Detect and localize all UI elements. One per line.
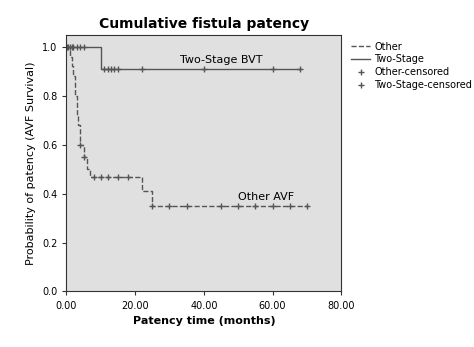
Other <box>304 204 310 208</box>
Other-censored <box>184 204 190 208</box>
Other <box>84 167 90 171</box>
Other <box>67 54 73 59</box>
X-axis label: Patency time (months): Patency time (months) <box>133 316 275 326</box>
Two-Stage-censored <box>81 45 86 49</box>
Line: Two-Stage-censored: Two-Stage-censored <box>64 44 303 72</box>
Two-Stage <box>64 45 70 49</box>
Two-Stage-censored <box>139 67 145 71</box>
Two-Stage <box>81 45 86 49</box>
Two-Stage <box>77 45 83 49</box>
Two-Stage-censored <box>112 67 118 71</box>
Other <box>91 175 97 179</box>
Two-Stage-censored <box>77 45 83 49</box>
Two-Stage-censored <box>115 67 121 71</box>
Two-Stage <box>70 45 76 49</box>
Line: Other-censored: Other-censored <box>77 142 310 209</box>
Other <box>64 45 69 49</box>
Legend: Other, Two-Stage, Other-censored, Two-Stage-censored: Other, Two-Stage, Other-censored, Two-St… <box>349 40 474 92</box>
Two-Stage-censored <box>105 67 110 71</box>
Two-Stage-censored <box>74 45 80 49</box>
Two-Stage-censored <box>108 67 114 71</box>
Two-Stage-censored <box>297 67 303 71</box>
Line: Other: Other <box>66 47 307 206</box>
Two-Stage-censored <box>270 67 275 71</box>
Other <box>146 189 152 193</box>
Other <box>77 143 83 147</box>
Other-censored <box>105 175 110 179</box>
Y-axis label: Probability of patency (AVF Survival): Probability of patency (AVF Survival) <box>27 61 36 265</box>
Other-censored <box>115 175 121 179</box>
Other <box>70 74 76 78</box>
Other <box>65 45 71 49</box>
Other-censored <box>253 204 258 208</box>
Other <box>88 175 93 179</box>
Title: Cumulative fistula patency: Cumulative fistula patency <box>99 17 309 31</box>
Other-censored <box>125 175 131 179</box>
Other <box>75 123 81 127</box>
Two-Stage <box>65 45 71 49</box>
Other <box>139 189 145 193</box>
Other-censored <box>270 204 275 208</box>
Two-Stage <box>69 45 74 49</box>
Other-censored <box>149 204 155 208</box>
Two-Stage-censored <box>70 45 76 49</box>
Two-Stage-censored <box>69 45 74 49</box>
Other-censored <box>77 143 83 147</box>
Two-Stage <box>74 45 80 49</box>
Two-Stage <box>67 45 73 49</box>
Two-Stage <box>297 67 303 71</box>
Two-Stage-censored <box>201 67 207 71</box>
Other <box>72 94 78 98</box>
Other-censored <box>81 155 86 159</box>
Two-Stage <box>64 45 70 49</box>
Two-Stage-censored <box>67 45 73 49</box>
Other <box>132 175 138 179</box>
Line: Two-Stage: Two-Stage <box>66 47 300 69</box>
Two-Stage-censored <box>64 45 70 49</box>
Other <box>81 155 86 159</box>
Other-censored <box>98 175 103 179</box>
Other-censored <box>218 204 224 208</box>
Two-Stage-censored <box>65 45 71 49</box>
Other-censored <box>287 204 292 208</box>
Other-censored <box>166 204 172 208</box>
Two-Stage <box>101 67 107 71</box>
Other <box>69 65 74 69</box>
Other <box>149 204 155 208</box>
Two-Stage <box>98 67 103 71</box>
Other <box>74 113 80 118</box>
Two-Stage <box>64 45 69 49</box>
Other-censored <box>304 204 310 208</box>
Other-censored <box>235 204 241 208</box>
Text: Other AVF: Other AVF <box>238 192 294 202</box>
Text: Two-Stage BVT: Two-Stage BVT <box>180 55 262 65</box>
Other-censored <box>91 175 97 179</box>
Two-Stage-censored <box>101 67 107 71</box>
